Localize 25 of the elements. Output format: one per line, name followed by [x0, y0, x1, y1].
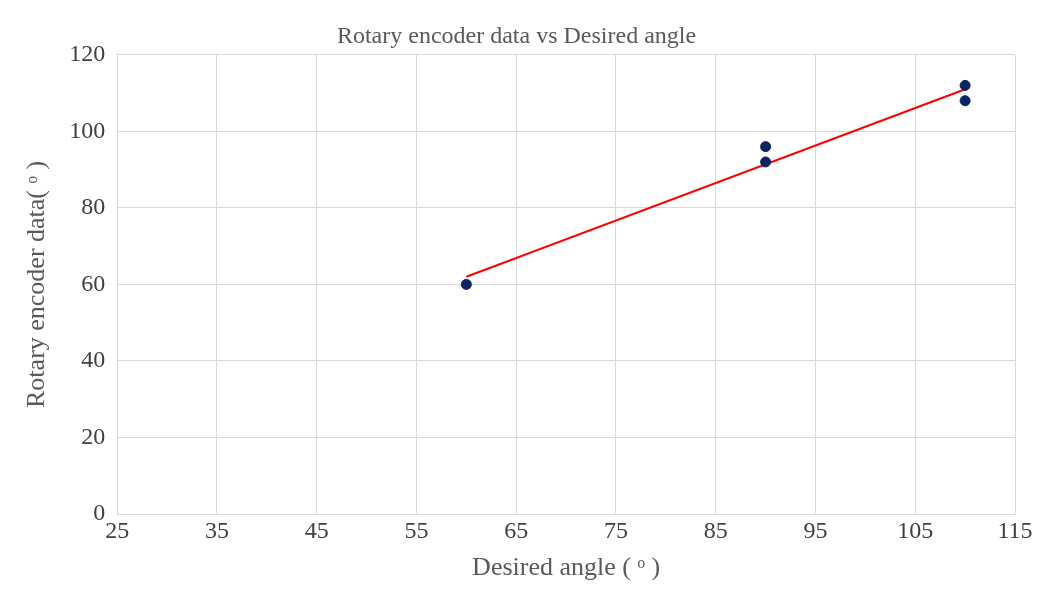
chart-title: Rotary encoder data vs Desired angle	[336, 21, 697, 48]
y-tick-label: 100	[69, 116, 106, 143]
point	[959, 95, 971, 107]
x-tick-label: 25	[105, 516, 130, 543]
x-tick-label: 95	[803, 516, 828, 543]
point	[460, 278, 472, 290]
y-axis-title: Rotary encoder data( ᵒ )	[21, 160, 51, 408]
x-tick-label: 85	[703, 516, 728, 543]
x-tick-label: 35	[204, 516, 229, 543]
x-tick-label: 115	[997, 516, 1033, 543]
y-tick-label: 120	[69, 40, 106, 67]
x-axis-title: Desired angle ( ᵒ )	[472, 552, 661, 582]
x-tick-label: 75	[603, 516, 628, 543]
point	[760, 141, 772, 153]
x-tick-label: 105	[897, 516, 934, 543]
y-tick-label: 40	[81, 346, 106, 373]
x-tick-label: 65	[504, 516, 529, 543]
y-tick-label: 20	[81, 422, 106, 449]
y-tick-label: 0	[93, 499, 106, 526]
point	[959, 79, 971, 91]
x-tick-label: 45	[304, 516, 329, 543]
y-tick-label: 80	[81, 193, 106, 220]
point	[760, 156, 772, 168]
y-tick-label: 60	[81, 269, 106, 296]
x-tick-label: 55	[404, 516, 429, 543]
